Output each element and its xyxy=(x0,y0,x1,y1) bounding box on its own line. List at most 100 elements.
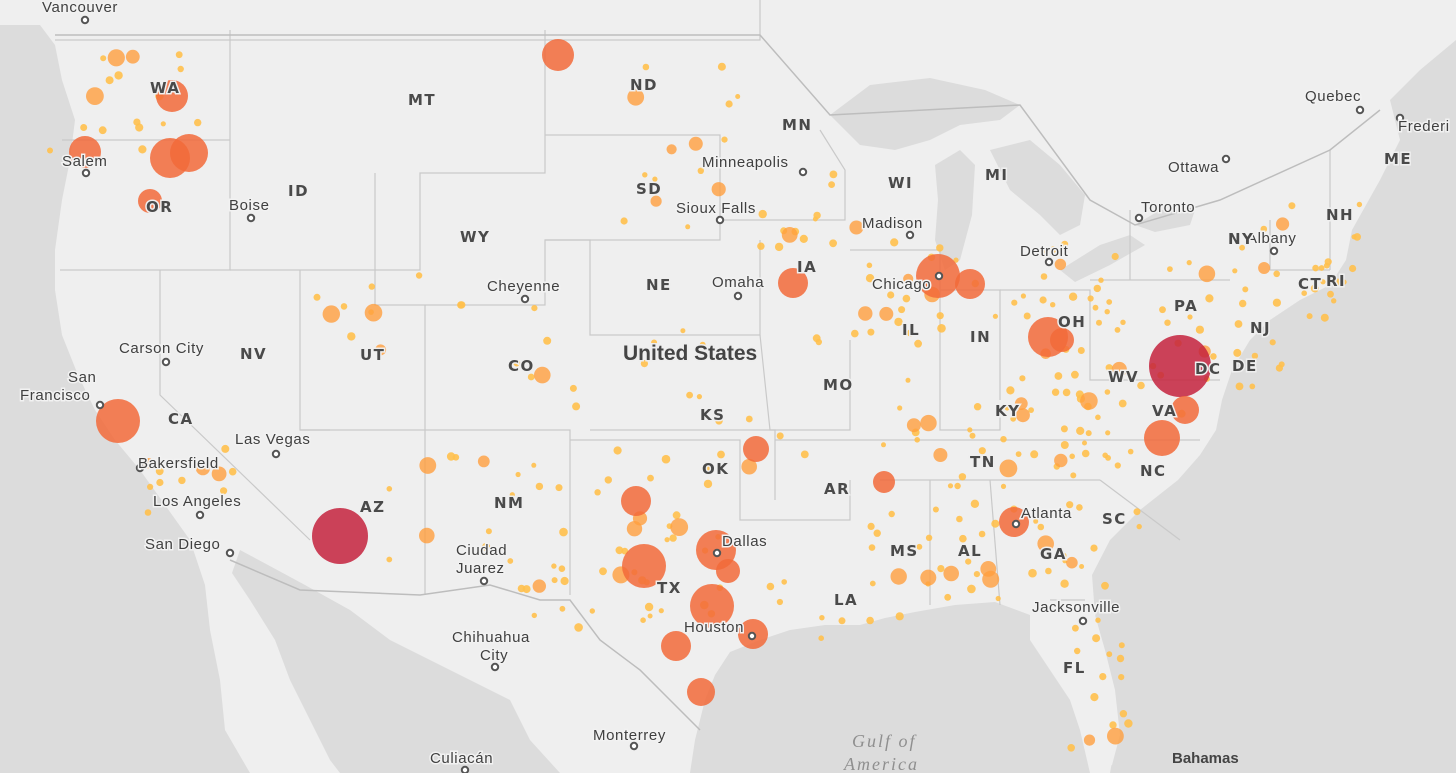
data-point-small[interactable] xyxy=(415,272,423,279)
data-point-small[interactable] xyxy=(916,543,923,550)
data-point-small[interactable] xyxy=(1069,453,1075,460)
data-point-small[interactable] xyxy=(865,274,875,283)
data-point-small[interactable] xyxy=(642,172,648,178)
data-point-small[interactable] xyxy=(959,534,967,543)
data-point-small[interactable] xyxy=(1119,710,1128,718)
data-point-small[interactable] xyxy=(522,585,531,594)
data-point-small[interactable] xyxy=(1186,260,1192,266)
data-point-small[interactable] xyxy=(1010,415,1017,422)
data-point-small[interactable] xyxy=(661,454,671,464)
data-point-small[interactable] xyxy=(135,123,144,132)
data-point-medium[interactable] xyxy=(1111,361,1127,378)
data-point-small[interactable] xyxy=(1041,249,1047,255)
data-point-small[interactable] xyxy=(1111,252,1119,261)
data-point-small[interactable] xyxy=(1114,462,1121,469)
data-point-small[interactable] xyxy=(1066,501,1074,509)
data-point-medium[interactable] xyxy=(879,306,894,321)
data-point-small[interactable] xyxy=(1098,277,1104,283)
data-point-medium[interactable] xyxy=(125,49,140,64)
data-point-medium[interactable] xyxy=(999,459,1018,478)
data-point-small[interactable] xyxy=(766,582,775,591)
data-point-medium[interactable] xyxy=(477,455,490,468)
data-point-small[interactable] xyxy=(1118,399,1127,408)
data-point-small[interactable] xyxy=(1320,313,1329,322)
data-point-small[interactable] xyxy=(1159,306,1166,314)
data-point-small[interactable] xyxy=(589,608,595,614)
data-point-small[interactable] xyxy=(819,615,825,621)
data-point-small[interactable] xyxy=(1105,430,1111,436)
data-point-large[interactable] xyxy=(170,134,208,172)
data-point-small[interactable] xyxy=(1278,361,1285,368)
data-point-small[interactable] xyxy=(178,476,186,485)
data-point-medium[interactable] xyxy=(532,579,546,593)
data-point-medium[interactable] xyxy=(982,570,1000,588)
data-point-small[interactable] xyxy=(1251,352,1259,360)
data-point-medium[interactable] xyxy=(375,344,387,356)
data-point-small[interactable] xyxy=(1104,389,1111,395)
data-point-medium[interactable] xyxy=(858,306,873,321)
data-point-small[interactable] xyxy=(1090,544,1098,552)
data-point-small[interactable] xyxy=(1341,279,1347,285)
data-point-small[interactable] xyxy=(1260,225,1268,233)
data-point-small[interactable] xyxy=(1269,339,1276,346)
data-point-small[interactable] xyxy=(703,479,713,489)
data-point-small[interactable] xyxy=(965,558,972,565)
data-point-small[interactable] xyxy=(368,283,375,290)
data-point-small[interactable] xyxy=(599,567,607,576)
data-point-small[interactable] xyxy=(967,584,976,594)
data-point-small[interactable] xyxy=(1124,719,1133,728)
data-point-small[interactable] xyxy=(1070,472,1077,479)
data-point-small[interactable] xyxy=(347,332,356,341)
data-point-small[interactable] xyxy=(1096,319,1102,326)
data-point-small[interactable] xyxy=(1076,504,1083,511)
data-point-small[interactable] xyxy=(1205,294,1214,303)
data-point-small[interactable] xyxy=(220,487,228,495)
data-point-small[interactable] xyxy=(509,492,515,498)
data-point-small[interactable] xyxy=(906,329,915,337)
data-point-medium[interactable] xyxy=(419,527,435,544)
data-point-small[interactable] xyxy=(680,328,686,334)
data-point-small[interactable] xyxy=(386,486,393,492)
data-point-small[interactable] xyxy=(1099,673,1107,681)
data-point-small[interactable] xyxy=(160,121,166,127)
data-point-small[interactable] xyxy=(1327,290,1334,298)
data-point-small[interactable] xyxy=(1045,567,1052,575)
data-point-large[interactable] xyxy=(661,631,691,661)
data-point-small[interactable] xyxy=(812,334,821,343)
data-point-large[interactable] xyxy=(312,508,368,564)
data-point-small[interactable] xyxy=(1004,405,1010,411)
data-point-small[interactable] xyxy=(954,482,961,490)
data-point-small[interactable] xyxy=(340,303,348,310)
data-point-small[interactable] xyxy=(1239,299,1247,308)
data-point-small[interactable] xyxy=(1104,309,1110,315)
data-point-small[interactable] xyxy=(978,447,986,455)
data-point-medium[interactable] xyxy=(890,568,907,585)
data-point-medium[interactable] xyxy=(650,195,662,207)
data-point-small[interactable] xyxy=(890,238,899,247)
data-point-small[interactable] xyxy=(1060,441,1069,449)
data-point-small[interactable] xyxy=(515,471,521,478)
data-point-small[interactable] xyxy=(1101,581,1109,590)
data-point-small[interactable] xyxy=(559,527,568,537)
data-point-small[interactable] xyxy=(1054,372,1063,380)
data-point-small[interactable] xyxy=(1028,407,1034,413)
data-point-small[interactable] xyxy=(1060,579,1069,588)
data-point-small[interactable] xyxy=(560,576,569,586)
data-point-small[interactable] xyxy=(1093,284,1102,293)
data-point-small[interactable] xyxy=(640,617,646,623)
data-point-small[interactable] xyxy=(1106,299,1113,305)
data-point-small[interactable] xyxy=(932,506,939,513)
data-point-medium[interactable] xyxy=(1198,265,1216,283)
data-point-small[interactable] xyxy=(897,405,903,411)
data-point-small[interactable] xyxy=(991,519,1000,528)
data-point-small[interactable] xyxy=(1114,327,1121,333)
data-point-small[interactable] xyxy=(725,100,733,108)
data-point-small[interactable] xyxy=(1234,320,1243,328)
data-point-small[interactable] xyxy=(615,546,624,555)
data-point-small[interactable] xyxy=(1106,651,1113,658)
data-point-medium[interactable] xyxy=(322,305,340,323)
data-point-medium[interactable] xyxy=(1054,453,1068,468)
data-point-small[interactable] xyxy=(996,408,1004,416)
data-point-small[interactable] xyxy=(1085,430,1092,437)
data-point-small[interactable] xyxy=(1060,425,1068,433)
